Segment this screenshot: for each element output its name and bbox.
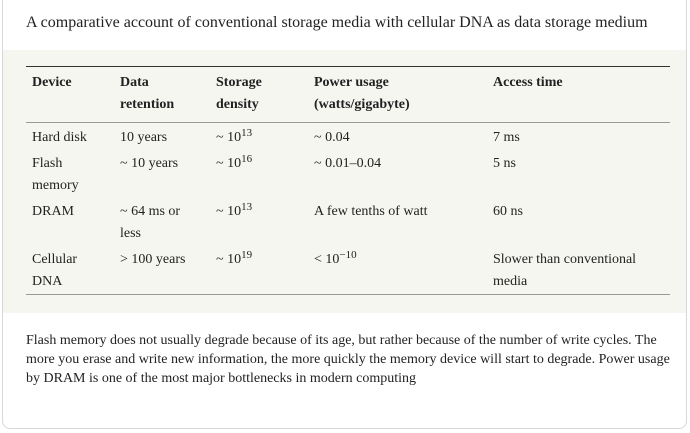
cell-device: Flash memory (32, 156, 79, 193)
header-row: Device Data retention Storage density Po… (26, 66, 670, 123)
table-area: Device Data retention Storage density Po… (3, 50, 686, 313)
cell-density: ~ 1019 (210, 247, 308, 295)
cell-access: Slower than conventional media (487, 247, 670, 295)
cell-access: 7 ms (493, 130, 520, 145)
density-exponent: 16 (241, 153, 253, 165)
density-base: ~ 10 (216, 252, 242, 267)
table-row: DRAM ~ 64 ms or less ~ 1013 A few tenths… (26, 199, 670, 247)
header-access: Access time (487, 66, 670, 123)
table-row: Cellular DNA > 100 years ~ 1019 < 10−10 … (26, 247, 670, 295)
comparison-table: Device Data retention Storage density Po… (26, 66, 670, 295)
density-exponent: 19 (241, 249, 253, 261)
cell-density: ~ 1013 (210, 199, 308, 247)
header-density: Storage density (210, 66, 308, 123)
power-value: ~ 0.04 (314, 130, 350, 145)
table-caption: A comparative account of conventional st… (26, 14, 648, 31)
cell-access: 5 ns (493, 156, 516, 171)
cell-power: ~ 0.01–0.04 (308, 151, 487, 199)
density-exponent: 13 (241, 127, 253, 139)
cell-retention: ~ 64 ms or less (120, 204, 181, 241)
cell-power: < 10−10 (308, 247, 487, 295)
cell-density: ~ 1013 (210, 123, 308, 152)
header-power: Power usage (watts/gigabyte) (308, 66, 487, 123)
power-value: ~ 0.01–0.04 (314, 156, 382, 171)
density-base: ~ 10 (216, 130, 242, 145)
cell-power: ~ 0.04 (308, 123, 487, 152)
cell-device: DRAM (32, 204, 75, 219)
power-value: A few tenths of watt (314, 204, 428, 219)
caption-band: A comparative account of conventional st… (3, 0, 686, 50)
cell-power: A few tenths of watt (308, 199, 487, 247)
cell-access: 60 ns (493, 204, 523, 219)
density-base: ~ 10 (216, 204, 242, 219)
cell-device: Cellular DNA (26, 247, 114, 295)
header-device: Device (26, 66, 114, 123)
density-base: ~ 10 (216, 156, 242, 171)
cell-device: Hard disk (32, 130, 87, 145)
cell-density: ~ 1016 (210, 151, 308, 199)
power-value: < 10 (314, 252, 340, 267)
cell-retention: > 100 years (114, 247, 210, 295)
header-retention: Data retention (114, 66, 210, 123)
density-exponent: 13 (241, 201, 253, 213)
cell-retention: 10 years (120, 130, 168, 145)
table-footnote: Flash memory does not usually degrade be… (26, 333, 670, 386)
power-exponent: −10 (339, 249, 357, 261)
table-row: Hard disk 10 years ~ 1013 ~ 0.04 7 ms (26, 123, 670, 152)
table-row: Flash memory ~ 10 years ~ 1016 ~ 0.01–0.… (26, 151, 670, 199)
cell-retention: ~ 10 years (120, 156, 179, 171)
